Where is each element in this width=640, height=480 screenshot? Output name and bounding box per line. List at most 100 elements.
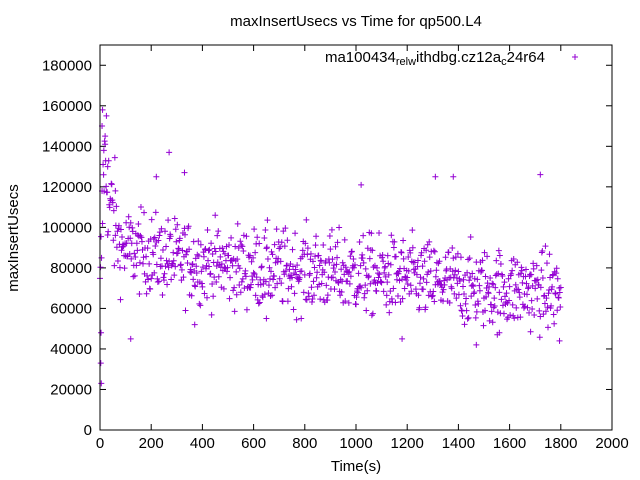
data-point bbox=[106, 201, 113, 208]
data-point bbox=[248, 281, 255, 288]
data-point bbox=[345, 269, 352, 276]
data-point bbox=[474, 298, 481, 305]
data-point bbox=[365, 273, 372, 280]
data-point bbox=[198, 268, 205, 275]
data-point bbox=[221, 250, 228, 257]
data-point bbox=[403, 277, 410, 284]
data-point bbox=[501, 293, 508, 300]
data-point bbox=[517, 314, 524, 321]
data-point bbox=[396, 268, 403, 275]
data-point bbox=[557, 284, 564, 291]
data-point bbox=[333, 261, 340, 268]
data-point bbox=[519, 279, 526, 286]
data-point bbox=[208, 240, 215, 247]
data-point bbox=[155, 237, 162, 244]
data-point bbox=[324, 297, 331, 304]
x-tick-label: 2000 bbox=[595, 435, 628, 452]
data-point bbox=[172, 263, 179, 270]
data-point bbox=[466, 277, 473, 284]
data-point bbox=[457, 254, 464, 261]
data-point bbox=[452, 267, 459, 274]
data-point bbox=[461, 321, 468, 328]
data-point bbox=[215, 273, 222, 280]
data-point bbox=[119, 244, 126, 251]
data-point bbox=[160, 274, 167, 281]
data-point bbox=[145, 276, 152, 283]
data-point bbox=[496, 329, 503, 336]
data-point bbox=[234, 256, 241, 263]
data-point bbox=[413, 271, 420, 278]
data-point bbox=[456, 278, 463, 285]
x-tick-label: 1000 bbox=[339, 435, 372, 452]
data-point bbox=[166, 149, 173, 156]
data-point bbox=[309, 258, 316, 265]
data-point bbox=[207, 271, 214, 278]
data-point bbox=[277, 243, 284, 250]
data-point bbox=[345, 299, 352, 306]
data-point bbox=[175, 245, 182, 252]
data-point bbox=[277, 258, 284, 265]
data-point bbox=[229, 262, 236, 269]
data-point bbox=[104, 163, 111, 170]
data-point bbox=[99, 106, 106, 113]
data-point bbox=[247, 284, 254, 291]
data-point bbox=[212, 248, 219, 255]
data-point bbox=[225, 252, 232, 259]
data-point bbox=[102, 141, 109, 148]
data-point bbox=[230, 287, 237, 294]
data-point bbox=[423, 247, 430, 254]
data-point bbox=[317, 296, 324, 303]
data-point bbox=[156, 229, 163, 236]
data-point bbox=[316, 262, 323, 269]
data-point bbox=[476, 282, 483, 289]
data-point bbox=[466, 255, 473, 262]
data-point bbox=[261, 235, 268, 242]
data-point bbox=[98, 380, 105, 387]
data-point bbox=[355, 270, 362, 277]
data-point bbox=[264, 217, 271, 224]
data-point bbox=[485, 289, 492, 296]
data-point bbox=[375, 274, 382, 281]
data-point bbox=[469, 281, 476, 288]
data-point bbox=[480, 322, 487, 329]
data-point bbox=[274, 258, 281, 265]
data-point bbox=[500, 310, 507, 317]
data-point bbox=[155, 278, 162, 285]
x-tick-label: 1600 bbox=[493, 435, 526, 452]
data-point bbox=[396, 277, 403, 284]
data-point bbox=[304, 245, 311, 252]
data-point bbox=[450, 173, 457, 180]
data-point bbox=[385, 260, 392, 267]
data-point bbox=[250, 254, 257, 261]
data-point bbox=[530, 265, 537, 272]
data-point bbox=[153, 173, 160, 180]
data-point bbox=[266, 275, 273, 282]
data-point bbox=[258, 264, 265, 271]
data-point bbox=[478, 267, 485, 274]
data-point bbox=[373, 264, 380, 271]
data-point bbox=[348, 248, 355, 255]
data-point bbox=[251, 226, 258, 233]
data-point bbox=[121, 265, 128, 272]
data-point bbox=[381, 264, 388, 271]
data-point bbox=[123, 240, 130, 247]
data-point bbox=[183, 251, 190, 258]
data-point bbox=[213, 279, 220, 286]
y-tick-label: 40000 bbox=[50, 341, 92, 358]
data-point bbox=[197, 302, 204, 309]
data-point bbox=[217, 253, 224, 260]
data-point bbox=[509, 301, 516, 308]
x-tick-label: 1400 bbox=[442, 435, 475, 452]
data-point bbox=[557, 304, 564, 311]
data-point bbox=[262, 226, 269, 233]
data-point bbox=[482, 273, 489, 280]
data-point bbox=[376, 271, 383, 278]
data-point bbox=[497, 260, 504, 267]
data-point bbox=[290, 306, 297, 313]
data-point bbox=[545, 290, 552, 297]
data-point bbox=[257, 281, 264, 288]
data-point bbox=[167, 233, 174, 240]
data-point bbox=[362, 265, 369, 272]
data-point bbox=[399, 335, 406, 342]
data-point bbox=[445, 249, 452, 256]
